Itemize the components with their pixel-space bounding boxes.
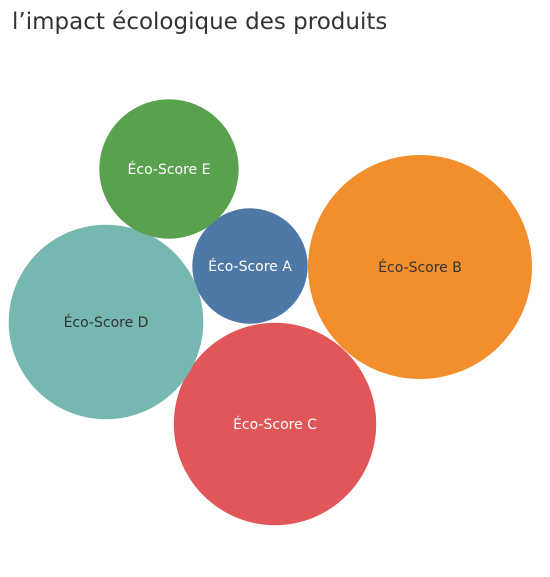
bubble-circle[interactable] [308,155,532,379]
bubble-circle[interactable] [173,322,377,526]
bubble-label: Éco-Score B [378,259,462,276]
bubble-co-score-c[interactable]: Éco-Score C [173,322,377,526]
bubble-circle[interactable] [192,208,308,324]
bubble-circle[interactable] [8,224,204,420]
bubble-co-score-a[interactable]: Éco-Score A [192,208,308,324]
bubble-co-score-e[interactable]: Éco-Score E [99,99,239,239]
bubble-label: Éco-Score C [233,416,317,433]
bubble-label: Éco-Score E [128,161,211,178]
chart-title: l’impact écologique des produits [12,9,388,35]
bubble-label: Éco-Score A [208,258,292,275]
bubble-label: Éco-Score D [64,314,149,331]
bubble-co-score-b[interactable]: Éco-Score B [308,155,532,379]
bubble-co-score-d[interactable]: Éco-Score D [8,224,204,420]
bubble-circle[interactable] [99,99,239,239]
